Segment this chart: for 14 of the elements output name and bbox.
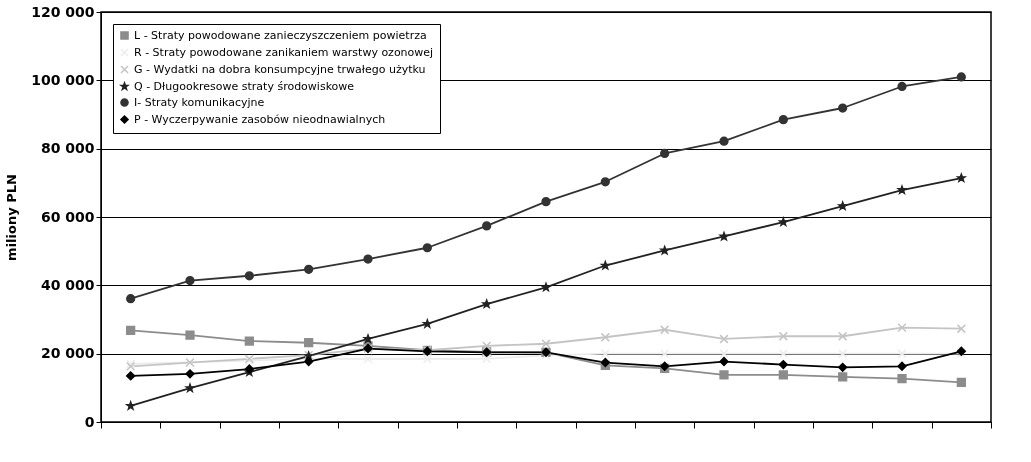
y-axis-title: miliony PLN	[4, 174, 20, 261]
legend-label: I- Straty komunikacyjne	[134, 95, 265, 109]
y-tick-label: 120 000	[31, 3, 95, 20]
legend-label: L - Straty powodowane zanieczyszczeniem powietrza	[134, 28, 427, 42]
legend-label: Q - Długookresowe straty środowiskowe	[134, 79, 355, 93]
legend-label: G - Wydatki na dobra konsumpcyjne trwałego użytku	[134, 62, 426, 76]
y-tick-label: 100 000	[31, 71, 95, 88]
y-tick-label: 40 000	[40, 276, 95, 293]
y-tick-label: 60 000	[40, 208, 95, 225]
legend-label: R - Straty powodowane zanikaniem warstwy ozonowej	[134, 45, 434, 59]
y-tick-label: 20 000	[40, 345, 95, 362]
legend-label: P - Wyczerpywanie zasobów nieodnawialnych	[134, 112, 386, 126]
y-tick-label: 0	[84, 413, 95, 430]
y-tick-label: 80 000	[40, 140, 95, 157]
